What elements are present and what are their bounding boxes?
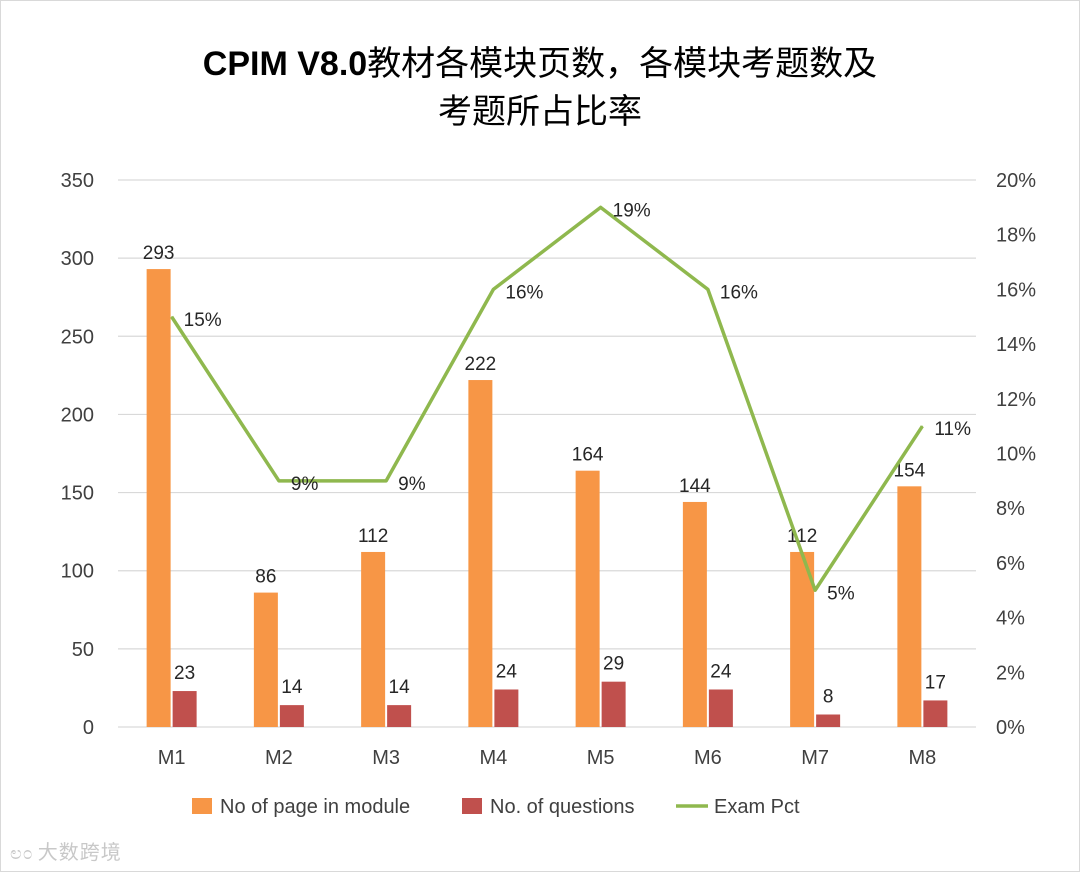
left-axis-tick: 100	[61, 561, 94, 583]
data-label-exam-pct: 19%	[613, 200, 651, 221]
watermark: ಲ೦ 大数跨境	[10, 836, 122, 865]
left-axis-tick: 200	[61, 404, 94, 426]
chart-title-line1: CPIM V8.0教材各模块页数，各模块考题数及	[0, 40, 1080, 88]
bar-questions	[923, 700, 948, 727]
right-axis-tick: 14%	[996, 334, 1036, 356]
exam-pct-point	[707, 288, 709, 290]
left-axis-tick: 350	[61, 170, 94, 192]
data-label-exam-pct: 5%	[827, 583, 855, 604]
right-axis-tick: 12%	[996, 389, 1036, 411]
x-axis-tick: M3	[372, 747, 400, 769]
legend-label-pages: No of page in module	[220, 796, 410, 818]
data-label-exam-pct: 16%	[505, 282, 543, 303]
left-axis-tick: 50	[72, 639, 94, 661]
legend-label-exam-pct: Exam Pct	[714, 796, 800, 818]
bar-questions	[494, 689, 519, 727]
left-axis-tick: 150	[61, 483, 94, 505]
chart-title: CPIM V8.0教材各模块页数，各模块考题数及 考题所占比率	[0, 40, 1080, 136]
legend-label-questions: No. of questions	[490, 796, 635, 818]
exam-pct-point	[921, 425, 923, 427]
bar-pages	[146, 269, 171, 727]
bar-questions	[708, 689, 733, 727]
x-axis-tick: M2	[265, 747, 293, 769]
left-axis-tick: 300	[61, 248, 94, 270]
bar-pages	[575, 470, 600, 727]
data-label-questions: 23	[174, 663, 195, 684]
bar-questions	[601, 681, 626, 727]
data-label-questions: 14	[389, 677, 411, 698]
watermark-text: 大数跨境	[37, 842, 122, 864]
right-axis-tick: 16%	[996, 279, 1036, 301]
data-label-pages: 154	[894, 460, 926, 481]
x-axis-tick: M1	[158, 747, 186, 769]
right-axis-tick: 6%	[996, 553, 1025, 575]
data-label-questions: 17	[925, 672, 946, 693]
data-label-exam-pct: 11%	[934, 419, 971, 440]
x-axis-tick: M4	[479, 747, 507, 769]
x-axis-tick: M7	[801, 747, 829, 769]
right-axis-tick: 8%	[996, 498, 1025, 520]
bar-questions	[387, 705, 412, 727]
data-label-exam-pct: 9%	[398, 474, 426, 495]
left-axis-tick: 0	[83, 717, 94, 739]
right-axis-tick: 4%	[996, 608, 1025, 630]
exam-pct-point	[171, 316, 173, 318]
x-axis-tick: M6	[694, 747, 722, 769]
data-label-pages: 112	[358, 526, 388, 547]
data-label-exam-pct: 16%	[720, 282, 758, 303]
chart-title-line2: 考题所占比率	[438, 93, 642, 131]
right-axis-tick: 18%	[996, 225, 1036, 247]
right-axis-tick: 2%	[996, 662, 1025, 684]
exam-pct-line	[170, 205, 924, 592]
x-axis-tick: M8	[908, 747, 936, 769]
data-label-questions: 14	[281, 677, 303, 698]
data-label-exam-pct: 9%	[291, 474, 319, 495]
bar-pages	[361, 551, 386, 727]
left-axis-tick: 250	[61, 326, 94, 348]
bar-pages	[468, 380, 493, 727]
data-label-questions: 24	[496, 661, 518, 682]
chart-title-rest: 教材各模块页数，各模块考题数及	[367, 45, 878, 83]
bar-pages	[253, 592, 278, 727]
exam-pct-point	[278, 480, 280, 482]
right-axis-tick: 20%	[996, 170, 1036, 192]
exam-pct-point	[814, 589, 816, 591]
watermark-logo-icon: ಲ೦	[10, 843, 34, 863]
bar-questions	[816, 714, 841, 727]
x-axis-tick: M5	[587, 747, 615, 769]
legend-swatch-questions	[462, 798, 482, 814]
exam-pct-point	[385, 480, 387, 482]
data-label-questions: 8	[823, 686, 834, 707]
data-label-questions: 29	[603, 654, 624, 675]
legend-swatch-pages	[192, 798, 212, 814]
data-label-pages: 144	[679, 476, 711, 497]
data-label-pages: 164	[572, 445, 604, 466]
data-label-pages: 86	[255, 567, 276, 588]
data-label-exam-pct: 15%	[184, 310, 222, 331]
right-axis-tick: 10%	[996, 444, 1036, 466]
right-axis-tick: 0%	[996, 717, 1025, 739]
data-label-pages: 293	[143, 243, 175, 264]
exam-pct-point	[600, 206, 602, 208]
chart-title-bold: CPIM V8.0	[202, 45, 368, 83]
exam-pct-point	[492, 288, 494, 290]
bar-pages	[682, 501, 707, 727]
data-label-pages: 222	[465, 354, 497, 375]
bar-questions	[172, 691, 197, 727]
bar-pages	[897, 486, 922, 727]
bar-questions	[279, 705, 304, 727]
data-label-questions: 24	[710, 661, 732, 682]
